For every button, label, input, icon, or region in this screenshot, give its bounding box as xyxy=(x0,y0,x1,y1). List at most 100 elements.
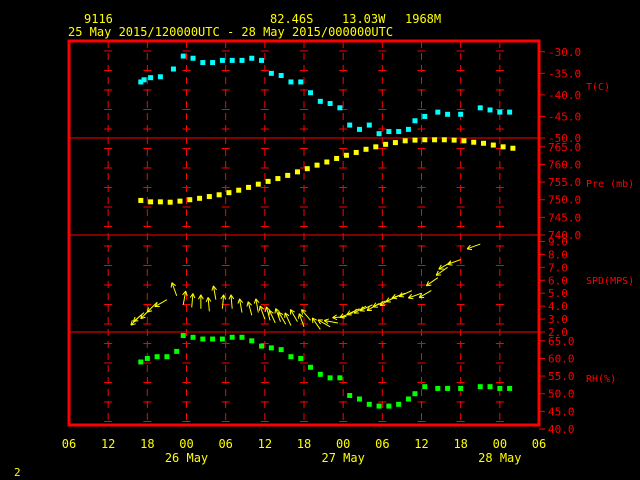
wind-arrow xyxy=(353,305,367,314)
wind-head xyxy=(339,316,345,319)
wind-head xyxy=(467,248,473,251)
longitude: 13.03W xyxy=(342,12,386,26)
data-point xyxy=(298,79,304,85)
wind-arrow xyxy=(154,299,168,308)
wind-arrow xyxy=(407,292,422,300)
x-tick-label: 18 xyxy=(140,437,154,451)
wind-head xyxy=(447,260,452,265)
wind-arrow xyxy=(289,309,298,322)
wind-shaft xyxy=(284,312,292,326)
wind-head xyxy=(438,264,442,270)
wind-shaft xyxy=(171,282,178,296)
wind-head xyxy=(323,320,329,325)
data-point xyxy=(445,385,451,391)
data-point xyxy=(458,385,464,391)
data-point xyxy=(180,53,186,59)
wind-head xyxy=(133,320,139,323)
y-tick-label: 55.0 xyxy=(548,370,575,383)
data-point xyxy=(180,333,186,339)
wind-head xyxy=(130,323,136,326)
data-point xyxy=(288,79,294,85)
wind-head xyxy=(146,307,150,313)
data-point xyxy=(154,354,160,360)
data-point xyxy=(412,118,418,124)
y-tick-label: 765.0 xyxy=(548,141,581,154)
data-point xyxy=(334,155,340,161)
wind-head xyxy=(466,244,471,250)
x-tick-label: 06 xyxy=(218,437,232,451)
data-point xyxy=(317,98,323,104)
y-tick-label: 45.0 xyxy=(548,405,575,418)
data-point xyxy=(138,79,144,85)
wind-shaft xyxy=(426,277,439,287)
data-point xyxy=(239,57,245,63)
data-point xyxy=(219,57,225,63)
wind-shaft xyxy=(230,294,233,309)
data-point xyxy=(304,166,310,172)
wind-arrow xyxy=(253,298,260,313)
data-marks xyxy=(130,53,516,409)
wind-arrow xyxy=(447,259,461,266)
y-tick-label: 8.0 xyxy=(548,248,568,261)
wind-head xyxy=(284,312,290,317)
data-point xyxy=(405,396,411,402)
wind-arrow xyxy=(435,266,448,276)
data-point xyxy=(246,184,252,190)
day-label: 27 May xyxy=(321,451,364,465)
y-tick-label: 745.0 xyxy=(548,211,581,224)
wind-head xyxy=(275,308,280,313)
data-point xyxy=(363,146,369,152)
wind-head xyxy=(301,309,307,312)
wind-shaft xyxy=(191,293,194,308)
series-label: RH(%) xyxy=(586,374,616,385)
data-point xyxy=(141,77,147,83)
wind-head xyxy=(278,311,284,316)
wind-head xyxy=(246,301,249,307)
data-point xyxy=(497,385,503,391)
y-tick-label: 60.0 xyxy=(548,352,575,365)
data-point xyxy=(343,152,349,158)
series-label: T(C) xyxy=(586,82,610,93)
data-point xyxy=(347,392,353,398)
wind-shaft xyxy=(207,297,210,312)
data-point xyxy=(327,375,333,381)
y-tick-label: 7.0 xyxy=(548,261,568,274)
x-tick-label: 12 xyxy=(101,437,115,451)
y-tick-label: -30.0 xyxy=(548,46,581,59)
data-point xyxy=(200,60,206,66)
wind-arrow xyxy=(189,293,196,308)
wind-head xyxy=(372,302,377,308)
wind-head xyxy=(140,313,143,319)
x-tick-label: 12 xyxy=(414,437,428,451)
series-label: Pre (mb) xyxy=(586,179,634,190)
data-point xyxy=(219,336,225,342)
y-tick-label: 6.0 xyxy=(548,274,568,287)
data-point xyxy=(337,105,343,111)
wind-shaft xyxy=(398,290,412,297)
data-point xyxy=(412,137,418,143)
wind-shaft xyxy=(212,285,217,300)
data-point xyxy=(197,195,203,201)
wind-shaft xyxy=(268,310,276,324)
wind-shaft xyxy=(278,311,287,325)
wind-head xyxy=(379,300,384,306)
wind-head xyxy=(154,302,158,307)
data-point xyxy=(259,343,265,349)
wind-arrow xyxy=(398,290,412,298)
wind-head xyxy=(436,274,442,276)
wind-head xyxy=(255,298,260,304)
page-number: 2 xyxy=(14,466,21,479)
wind-shaft xyxy=(298,313,305,327)
data-point xyxy=(477,105,483,111)
data-point xyxy=(402,138,408,144)
wind-head xyxy=(237,298,241,304)
grid xyxy=(69,41,539,425)
wind-head xyxy=(408,297,414,300)
wind-head xyxy=(189,293,194,298)
wind-arrow xyxy=(301,309,311,321)
data-point xyxy=(481,140,487,146)
data-point xyxy=(510,145,516,151)
wind-arrow xyxy=(268,309,276,324)
data-point xyxy=(167,199,173,205)
wind-head xyxy=(185,290,188,296)
